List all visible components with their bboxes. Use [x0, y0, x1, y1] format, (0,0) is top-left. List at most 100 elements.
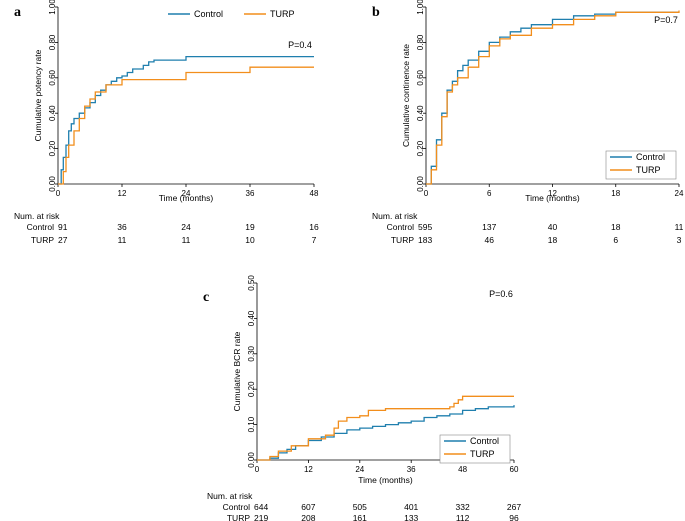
x-axis-label: Time (months): [159, 193, 214, 203]
p-value-label: P=0.7: [654, 15, 678, 25]
risk-cell: 10: [245, 235, 255, 245]
x-tick-label: 0: [56, 189, 61, 198]
legend: Control TURP: [605, 150, 677, 180]
y-tick-label: 0.60: [416, 69, 425, 85]
risk-cell: 607: [301, 502, 315, 512]
chart-panel-a: a 0.00 0.20 0.40 0.60 0.80 1.00 0 12 24 36 48 Cumula…: [14, 0, 319, 245]
legend: Control TURP: [168, 7, 308, 21]
risk-cell: 267: [507, 502, 521, 512]
legend-box: [168, 7, 308, 21]
risk-cell: 16: [309, 222, 319, 232]
x-tick-label: 12: [118, 189, 127, 198]
risk-cell: 595: [418, 222, 432, 232]
risk-cell: 96: [509, 513, 519, 521]
risk-cell: 19: [245, 222, 255, 232]
y-tick-label: 0.00: [247, 452, 256, 468]
risk-cell: 6: [613, 235, 618, 245]
legend-box: [439, 434, 511, 464]
risk-cell: 112: [456, 513, 470, 521]
risk-cell: 401: [404, 502, 418, 512]
legend-label-turp: TURP: [636, 165, 661, 175]
y-tick-label: 0.80: [416, 34, 425, 50]
series-line-turp: [58, 66, 314, 185]
risk-cell: 11: [182, 235, 191, 245]
x-tick-label: 0: [424, 189, 429, 198]
risk-cell: 11: [675, 222, 684, 232]
risk-cell: 18: [611, 222, 621, 232]
risk-cell: 27: [58, 235, 68, 245]
x-axis-label: Time (months): [358, 475, 413, 485]
risk-table-title: Num. at risk: [207, 491, 253, 501]
y-axis-label: Cumulative potency rate: [33, 49, 43, 141]
y-tick-label: 0.40: [48, 105, 57, 121]
legend-label-turp: TURP: [470, 449, 495, 459]
panel-letter: a: [14, 5, 21, 20]
x-tick-label: 24: [355, 465, 364, 474]
x-tick-label: 6: [487, 189, 492, 198]
x-tick-label: 36: [246, 189, 255, 198]
panel-letter: b: [372, 5, 380, 20]
chart-panel-c: c 0.00 0.10 0.20 0.30 0.40 0.50 0 12 24 36 48 60 Cumu…: [203, 275, 521, 521]
legend-box: [605, 150, 677, 180]
risk-cell: 40: [548, 222, 558, 232]
y-tick-label: 0.30: [247, 345, 256, 361]
p-value-label: P=0.4: [288, 40, 312, 50]
risk-cell: 91: [58, 222, 68, 232]
risk-cell: 18: [548, 235, 558, 245]
risk-cell: 3: [677, 235, 682, 245]
legend-label-control: Control: [194, 9, 223, 19]
x-tick-label: 60: [510, 465, 519, 474]
risk-cell: 7: [312, 235, 317, 245]
x-tick-label: 48: [310, 189, 319, 198]
series-line-control: [257, 405, 515, 461]
x-tick-label: 12: [548, 189, 557, 198]
x-tick-label: 36: [407, 465, 416, 474]
risk-table-title: Num. at risk: [372, 211, 418, 221]
risk-cell: 46: [485, 235, 495, 245]
legend: Control TURP: [439, 434, 511, 464]
risk-cell: 644: [254, 502, 268, 512]
panel-letter: c: [203, 290, 209, 305]
chart-panel-b: b 0.00 0.20 0.40 0.60 0.80 1.00 0 6 12 18 24 Cumulat…: [372, 0, 684, 245]
risk-row-label-control: Control: [27, 222, 55, 232]
y-tick-label: 0.80: [48, 34, 57, 50]
risk-cell: 505: [353, 502, 367, 512]
legend-label-control: Control: [636, 152, 665, 162]
y-tick-label: 0.40: [416, 105, 425, 121]
risk-cell: 133: [404, 513, 418, 521]
y-tick-label: 1.00: [48, 0, 57, 15]
y-axis-label: Cumulative continence rate: [401, 44, 411, 147]
y-tick-label: 0.50: [247, 275, 256, 291]
x-tick-label: 12: [304, 465, 313, 474]
y-tick-label: 0.60: [48, 69, 57, 85]
series-line-turp: [257, 395, 514, 461]
legend-label-turp: TURP: [270, 9, 295, 19]
risk-row-label-turp: TURP: [391, 235, 414, 245]
risk-cell: 332: [456, 502, 470, 512]
risk-row-label-control: Control: [387, 222, 415, 232]
risk-cell: 137: [482, 222, 496, 232]
y-tick-label: 0.00: [48, 176, 57, 192]
risk-row-label-turp: TURP: [31, 235, 54, 245]
p-value-label: P=0.6: [489, 289, 513, 299]
y-tick-label: 1.00: [416, 0, 425, 15]
series-line-turp: [426, 10, 680, 185]
legend-label-control: Control: [470, 436, 499, 446]
y-tick-label: 0.20: [416, 140, 425, 156]
x-tick-label: 18: [611, 189, 620, 198]
risk-cell: 219: [254, 513, 268, 521]
x-tick-label: 0: [255, 465, 260, 474]
series-line-control: [58, 55, 314, 185]
risk-row-label-control: Control: [223, 502, 251, 512]
x-axis-label: Time (months): [525, 193, 580, 203]
y-tick-label: 0.20: [48, 140, 57, 156]
y-tick-label: 0.00: [416, 176, 425, 192]
risk-cell: 36: [117, 222, 127, 232]
y-tick-label: 0.10: [247, 416, 256, 432]
x-tick-label: 24: [675, 189, 684, 198]
risk-cell: 161: [353, 513, 367, 521]
